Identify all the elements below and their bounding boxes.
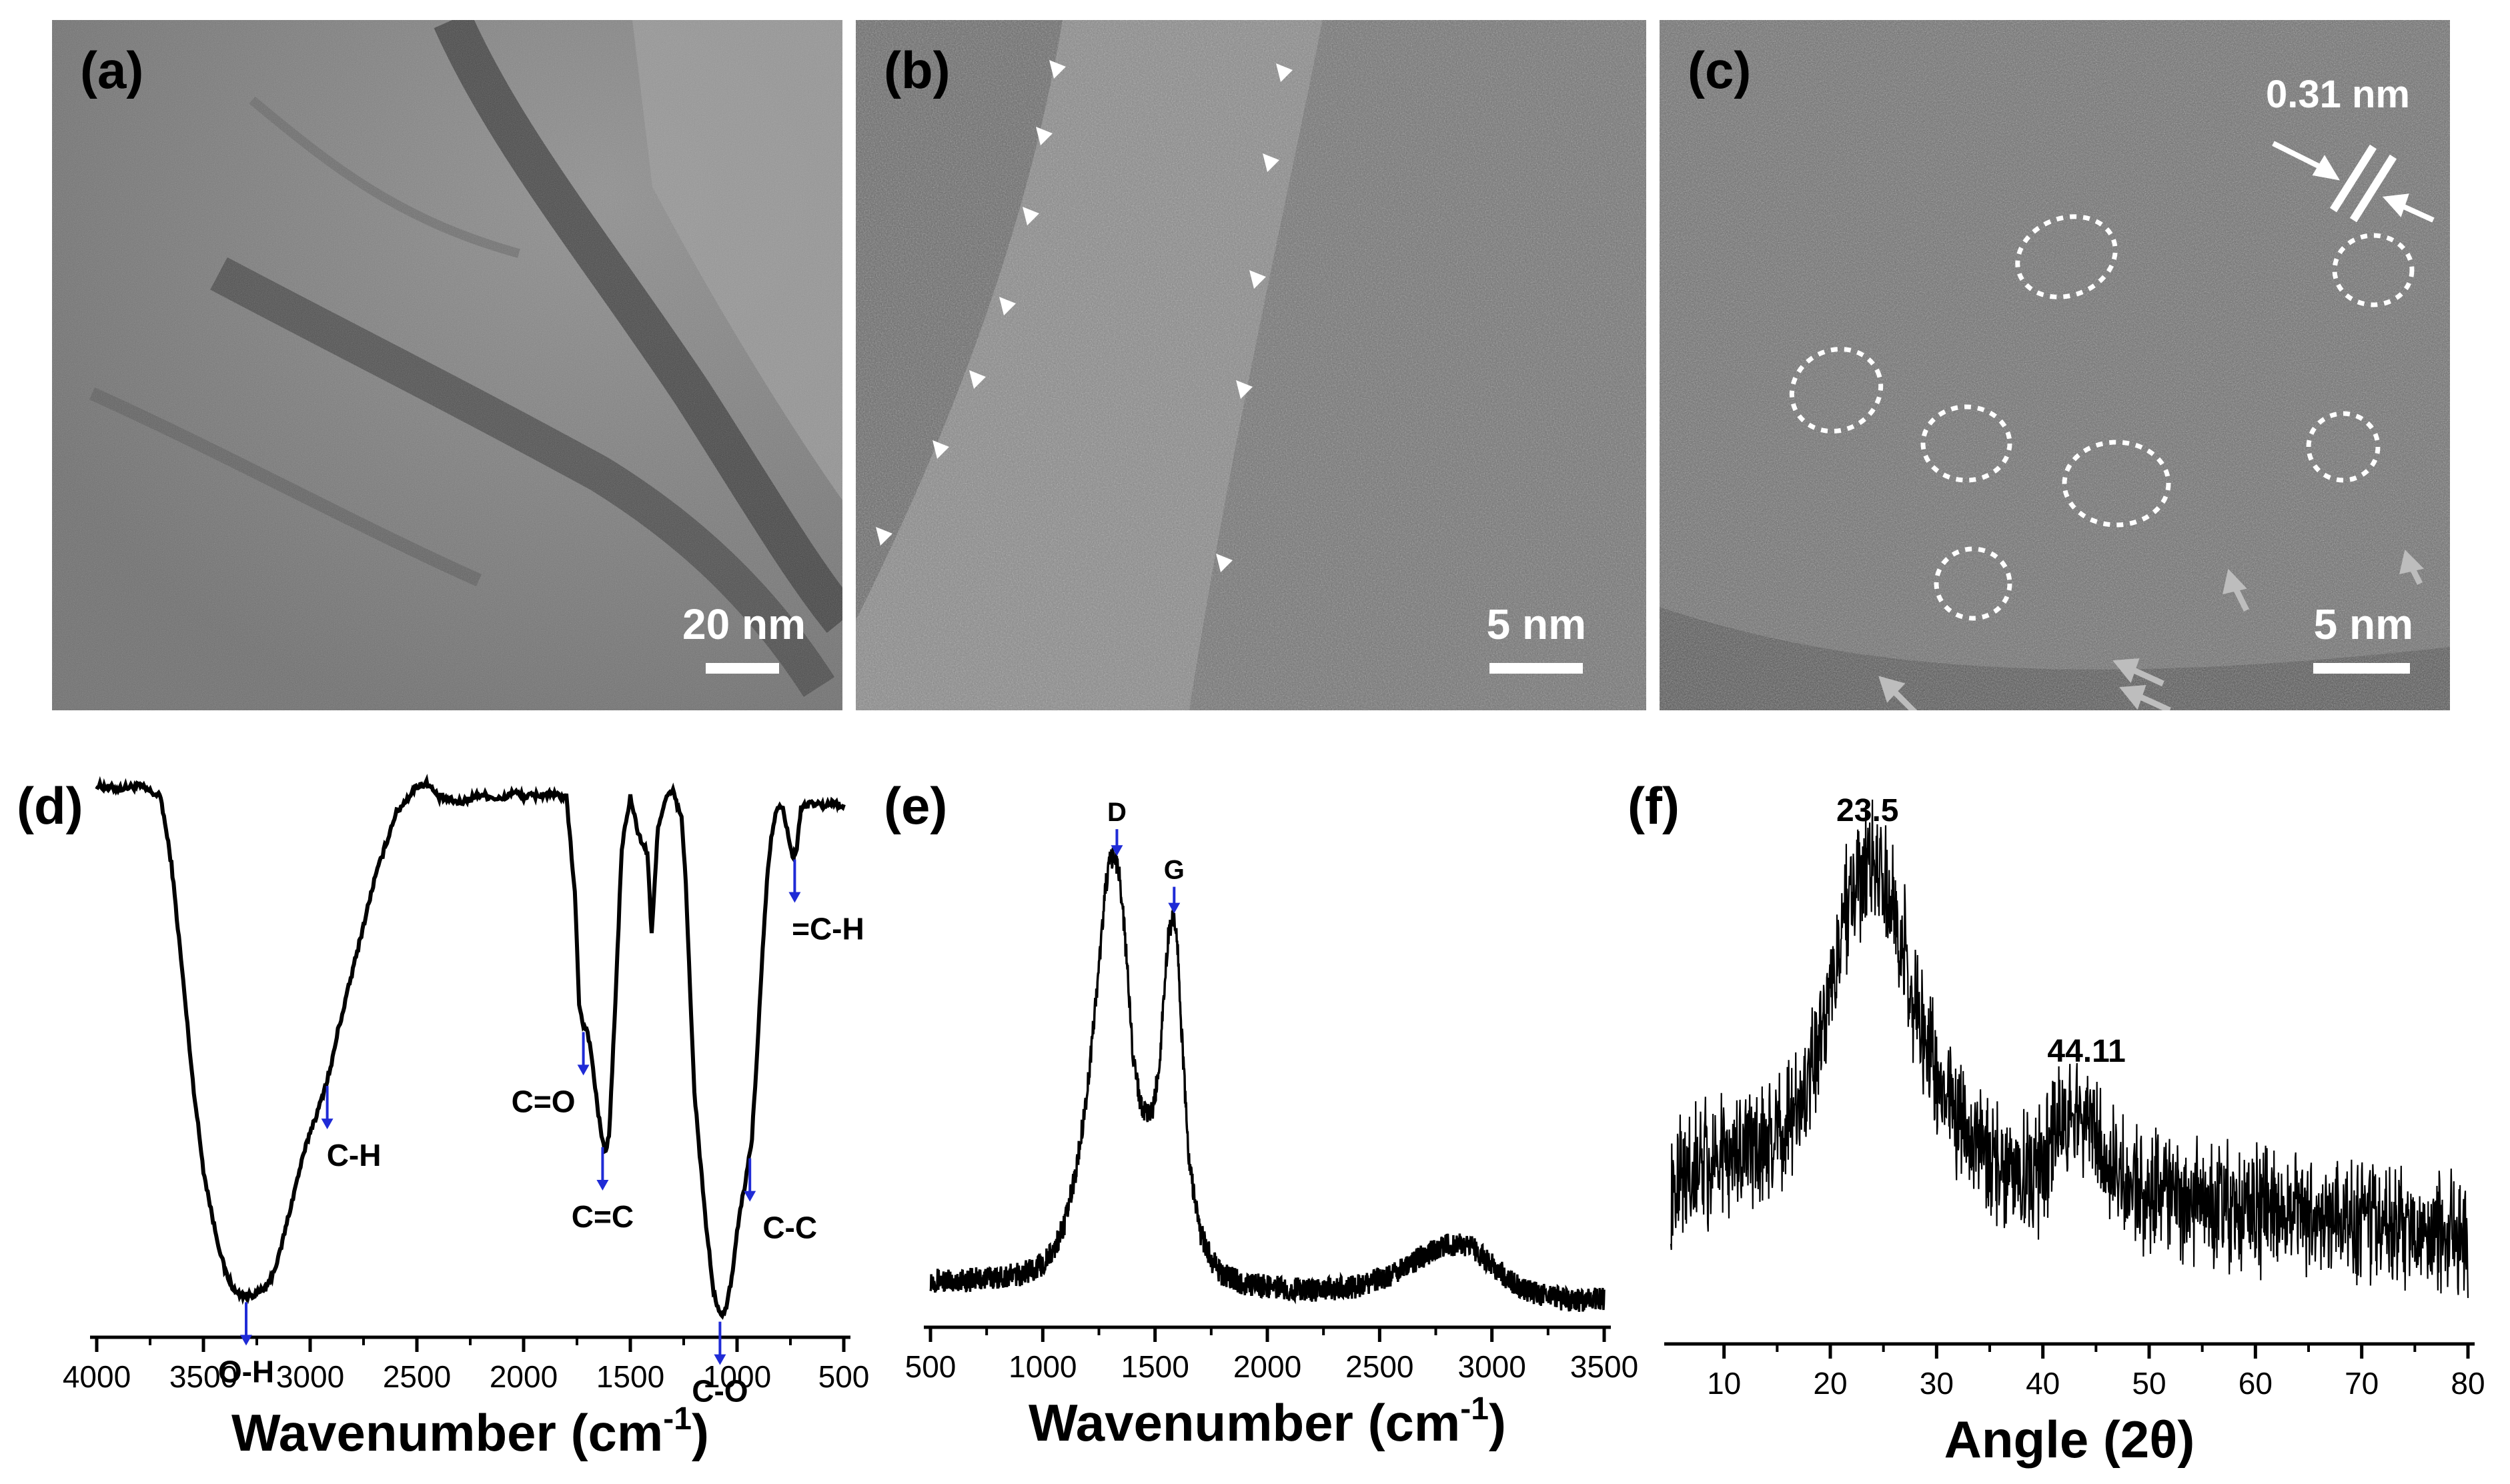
x-tick-label: 500 xyxy=(905,1349,957,1384)
annotation-arrowhead xyxy=(596,1179,609,1191)
spectrum-trace xyxy=(1670,799,2469,1299)
peak-label: 44.11 xyxy=(2047,1034,2125,1069)
x-tick-label: 1000 xyxy=(703,1359,771,1394)
panel-label-0: (d) xyxy=(17,776,83,835)
x-tick-label: 80 xyxy=(2451,1366,2485,1401)
x-tick-label: 3000 xyxy=(276,1359,344,1394)
x-tick-label: 2500 xyxy=(1345,1349,1413,1384)
scale-bar-label-b: 5 nm xyxy=(1486,600,1586,648)
x-axis-label: Wavenumber (cm-1) xyxy=(231,1401,709,1462)
annotation-label: C-C xyxy=(762,1211,817,1245)
panel-label-1: (e) xyxy=(884,776,947,835)
annotation-arrowhead xyxy=(744,1191,756,1202)
panel-label-c: (c) xyxy=(1688,41,1752,99)
annotation-arrowhead xyxy=(788,892,801,903)
x-tick-label: 2500 xyxy=(383,1359,451,1394)
x-tick-label: 20 xyxy=(1813,1366,1847,1401)
x-tick-label: 3500 xyxy=(169,1359,237,1394)
spectrum-trace xyxy=(95,774,846,1320)
x-tick-label: 3000 xyxy=(1457,1349,1525,1384)
tem-image-b: (b) 5 nm xyxy=(856,20,1646,710)
scale-bar-label-c: 5 nm xyxy=(2313,600,2413,648)
annotation-label: C-H xyxy=(327,1138,382,1173)
annotation-label: C-O xyxy=(692,1374,748,1409)
edge-arrows-c xyxy=(1878,550,2424,710)
x-tick-label: 2000 xyxy=(1233,1349,1301,1384)
x-tick-label: 500 xyxy=(818,1359,870,1394)
x-tick-label: 40 xyxy=(2026,1366,2060,1401)
x-tick-label: 3500 xyxy=(1570,1349,1638,1384)
spectrum-trace xyxy=(929,847,1606,1312)
annotation-label: =C-H xyxy=(792,912,864,946)
x-tick-label: 1500 xyxy=(1121,1349,1189,1384)
annotation-arrowhead xyxy=(577,1064,590,1076)
annotation-arrowhead xyxy=(321,1119,334,1130)
scale-bar-c xyxy=(2313,663,2410,674)
chart-0: (d) 4000 3500 3000 2500 2000 1500 1000 500 Wavenu… xyxy=(17,774,870,1462)
edge-markers-b xyxy=(876,60,1293,572)
x-axis-label: Angle (2θ) xyxy=(1944,1410,2195,1469)
x-tick-label: 70 xyxy=(2345,1366,2379,1401)
x-tick-label: 30 xyxy=(1920,1366,1954,1401)
annotation-label: D xyxy=(1107,798,1127,827)
x-tick-label: 4000 xyxy=(63,1359,131,1394)
x-axis-label: Wavenumber (cm-1) xyxy=(1029,1391,1506,1452)
peak-label: 23.5 xyxy=(1836,793,1898,828)
panel-label-2: (f) xyxy=(1628,776,1680,835)
x-tick-label: 60 xyxy=(2239,1366,2273,1401)
annotation-label: C=O xyxy=(512,1084,576,1119)
annotation-arrowhead xyxy=(240,1335,252,1346)
x-tick-label: 2000 xyxy=(490,1359,558,1394)
x-tick-label: 50 xyxy=(2132,1366,2166,1401)
annotation-arrowhead xyxy=(1111,845,1123,856)
scale-bar-a xyxy=(706,663,779,674)
x-tick-label: 1500 xyxy=(596,1359,664,1394)
lattice-domain-circles-c xyxy=(1789,214,2415,621)
panel-label-a: (a) xyxy=(80,41,144,99)
x-tick-label: 1000 xyxy=(1009,1349,1077,1384)
tem-image-c: (c) 0.31 nm 5 nm xyxy=(1660,20,2450,710)
annotation-arrowhead xyxy=(714,1354,726,1365)
x-tick-label: 10 xyxy=(1707,1366,1741,1401)
annotation-label: O-H xyxy=(218,1354,274,1389)
tem-image-a: (a) 20 nm xyxy=(52,20,842,710)
chart-1: (e) 500 1000 1500 2000 2500 3000 3500 Wavenumber… xyxy=(884,776,1638,1452)
lattice-spacing-marker-c xyxy=(2329,144,2397,223)
scale-bar-label-a: 20 nm xyxy=(682,600,806,648)
chart-2: (f) 10 20 30 40 50 60 70 80 Angle (2θ) 23.5 44.11 xyxy=(1628,776,2485,1469)
annotation-label: G xyxy=(1164,856,1185,885)
annotation-label: C=C xyxy=(572,1199,634,1234)
lattice-spacing-label-c: 0.31 nm xyxy=(2266,73,2410,116)
scale-bar-b xyxy=(1489,663,1583,674)
annotation-arrowhead xyxy=(1168,902,1181,914)
panel-label-b: (b) xyxy=(884,41,951,99)
